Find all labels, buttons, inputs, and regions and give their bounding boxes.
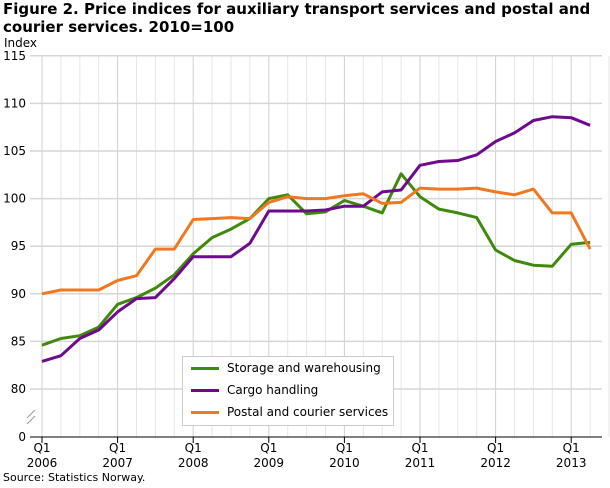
- x-tick-label: Q1: [185, 441, 202, 455]
- legend-item: Storage and warehousing: [183, 357, 393, 379]
- legend-item: Cargo handling: [183, 379, 393, 401]
- y-tick-label: 110: [3, 96, 26, 110]
- x-tick-label: Q1: [260, 441, 277, 455]
- x-tick-label: 2012: [480, 456, 511, 470]
- legend-swatch: [191, 410, 219, 414]
- y-tick-label: 95: [11, 239, 26, 253]
- x-tick-label: 2008: [178, 456, 209, 470]
- x-tick-label: Q1: [33, 441, 50, 455]
- x-tick-label: 2006: [27, 456, 58, 470]
- x-tick-label: 2010: [329, 456, 360, 470]
- series-line: [41, 115, 591, 363]
- legend-swatch: [191, 388, 219, 392]
- x-tick-label: Q1: [336, 441, 353, 455]
- y-tick-label: 80: [11, 382, 26, 396]
- legend-label: Cargo handling: [227, 383, 319, 397]
- legend-label: Postal and courier services: [227, 405, 389, 419]
- series-line: [41, 186, 592, 296]
- x-tick-label: Q1: [411, 441, 428, 455]
- legend: Storage and warehousing Cargo handling P…: [182, 356, 394, 426]
- chart-title: Figure 2. Price indices for auxiliary tr…: [3, 0, 591, 36]
- y-tick-label: 100: [3, 192, 26, 206]
- y-tick-label: 105: [3, 144, 26, 158]
- x-tick-label: 2007: [102, 456, 133, 470]
- source-note: Source: Statistics Norway.: [3, 471, 146, 484]
- x-tick-label: 2011: [405, 456, 436, 470]
- legend-item: Postal and courier services: [183, 401, 393, 423]
- legend-label: Storage and warehousing: [227, 361, 381, 375]
- x-tick-label: Q1: [563, 441, 580, 455]
- y-tick-label: 85: [11, 334, 26, 348]
- series-line: [41, 172, 591, 347]
- axis-break-mark: [26, 409, 36, 425]
- y-tick-label: 115: [3, 49, 26, 63]
- legend-swatch: [191, 366, 219, 370]
- y-tick-label: 90: [11, 287, 26, 301]
- x-tick-label: 2009: [254, 456, 285, 470]
- y-tick-label: 0: [18, 430, 26, 444]
- y-axis-label: Index: [4, 36, 38, 50]
- x-tick-label: Q1: [487, 441, 504, 455]
- x-tick-label: 2013: [556, 456, 587, 470]
- x-tick-label: Q1: [109, 441, 126, 455]
